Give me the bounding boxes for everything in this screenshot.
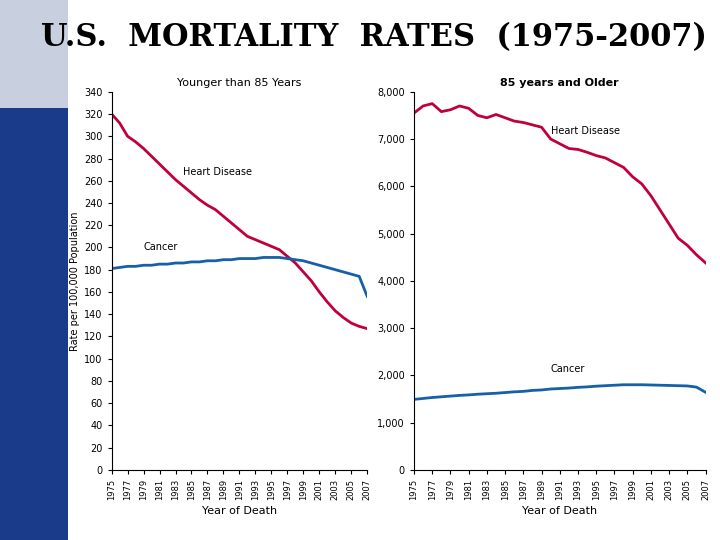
Text: Cancer: Cancer: [551, 363, 585, 374]
X-axis label: Year of Death: Year of Death: [522, 505, 598, 516]
Text: Heart Disease: Heart Disease: [184, 167, 253, 177]
Text: Heart Disease: Heart Disease: [551, 126, 620, 136]
X-axis label: Year of Death: Year of Death: [202, 505, 277, 516]
Title: 85 years and Older: 85 years and Older: [500, 78, 619, 88]
Y-axis label: Rate per 100,000 Population: Rate per 100,000 Population: [70, 211, 80, 350]
Text: U.S.  MORTALITY  RATES  (1975-2007): U.S. MORTALITY RATES (1975-2007): [42, 22, 707, 52]
Title: Younger than 85 Years: Younger than 85 Years: [177, 78, 302, 88]
Text: Cancer: Cancer: [143, 242, 178, 252]
